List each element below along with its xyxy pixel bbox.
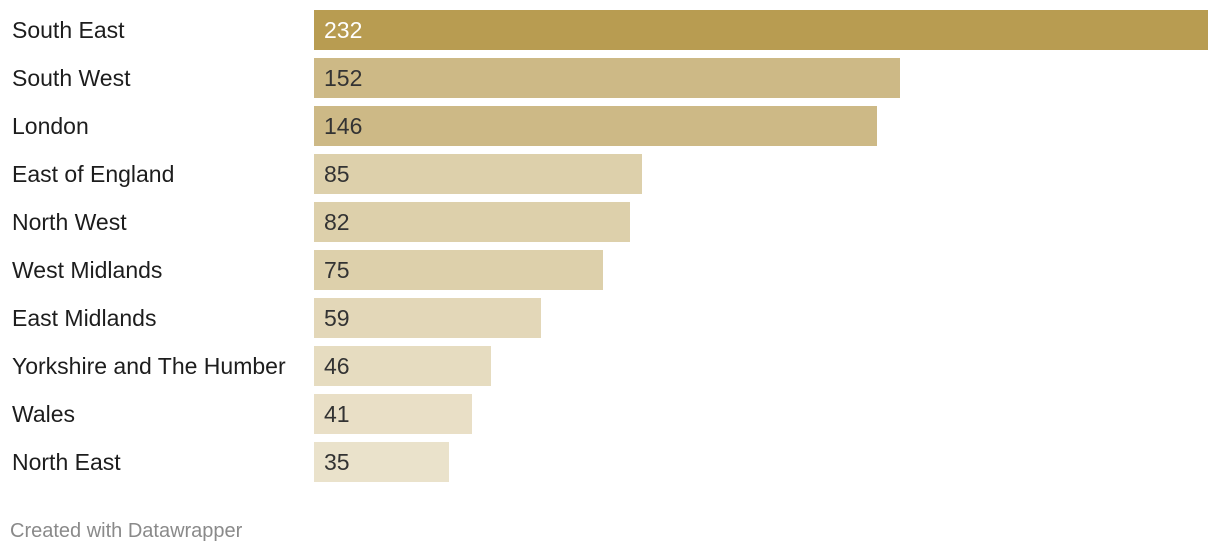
bar-row: North East 35 xyxy=(0,442,1220,482)
bar xyxy=(314,298,541,338)
bar xyxy=(314,394,472,434)
bar-row: West Midlands 75 xyxy=(0,250,1220,290)
value-label: 85 xyxy=(324,161,350,187)
value-label: 146 xyxy=(324,113,363,139)
bar-row: East Midlands 59 xyxy=(0,298,1220,338)
category-label: London xyxy=(12,113,89,139)
bar xyxy=(314,442,449,482)
category-label: North West xyxy=(12,209,127,235)
value-label: 152 xyxy=(324,65,363,91)
bar-row: East of England 85 xyxy=(0,154,1220,194)
bar-chart: South East 232 South West 152 London 146 East … xyxy=(0,10,1220,482)
category-label: East Midlands xyxy=(12,305,157,331)
value-label: 35 xyxy=(324,449,350,475)
value-label: 59 xyxy=(324,305,350,331)
bar xyxy=(314,250,603,290)
category-label: East of England xyxy=(12,161,175,187)
bar-row: North West 82 xyxy=(0,202,1220,242)
category-label: North East xyxy=(12,449,121,475)
bar xyxy=(314,202,630,242)
value-label: 46 xyxy=(324,353,350,379)
value-label: 82 xyxy=(324,209,350,235)
bar xyxy=(314,58,900,98)
value-label: 41 xyxy=(324,401,350,427)
bar xyxy=(314,106,877,146)
bar xyxy=(314,154,642,194)
category-label: Wales xyxy=(12,401,76,427)
value-label: 75 xyxy=(324,257,350,283)
datawrapper-credit[interactable]: Created with Datawrapper xyxy=(10,520,243,542)
category-label: Yorkshire and The Humber xyxy=(12,353,286,379)
bar xyxy=(314,346,491,386)
category-label: South West xyxy=(12,65,131,91)
value-label: 232 xyxy=(324,17,363,43)
category-label: South East xyxy=(12,17,125,43)
bar-row: South East 232 xyxy=(0,10,1220,50)
bar-row: Yorkshire and The Humber 46 xyxy=(0,346,1220,386)
bar xyxy=(314,10,1208,50)
bar-row: South West 152 xyxy=(0,58,1220,98)
bar-row: Wales 41 xyxy=(0,394,1220,434)
bar-row: London 146 xyxy=(0,106,1220,146)
category-label: West Midlands xyxy=(12,257,163,283)
